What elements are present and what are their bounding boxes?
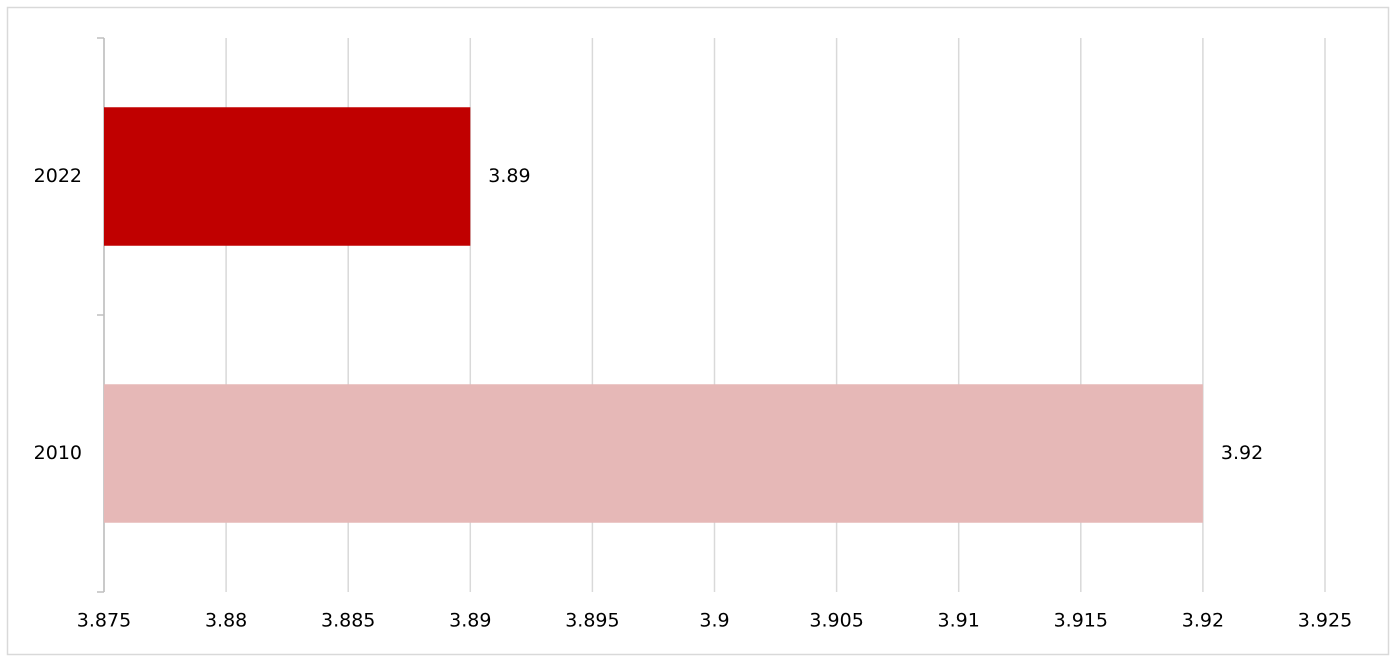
data-label: 3.89 (488, 165, 530, 187)
x-tick-label: 3.92 (1182, 610, 1224, 632)
y-tick-label: 2022 (34, 165, 82, 187)
bar (104, 107, 471, 246)
y-tick-label: 2010 (34, 442, 82, 464)
bar (104, 384, 1203, 523)
x-tick-label: 3.925 (1298, 610, 1352, 632)
x-tick-label: 3.88 (205, 610, 247, 632)
chart-border (6, 6, 1390, 656)
x-tick-label: 3.91 (938, 610, 980, 632)
x-tick-label: 3.875 (77, 610, 131, 632)
x-tick-label: 3.9 (699, 610, 729, 632)
x-tick-label: 3.895 (565, 610, 619, 632)
x-tick-label: 3.885 (321, 610, 375, 632)
x-tick-label: 3.915 (1054, 610, 1108, 632)
data-label: 3.92 (1221, 442, 1263, 464)
x-tick-label: 3.89 (449, 610, 491, 632)
x-tick-label: 3.905 (809, 610, 863, 632)
